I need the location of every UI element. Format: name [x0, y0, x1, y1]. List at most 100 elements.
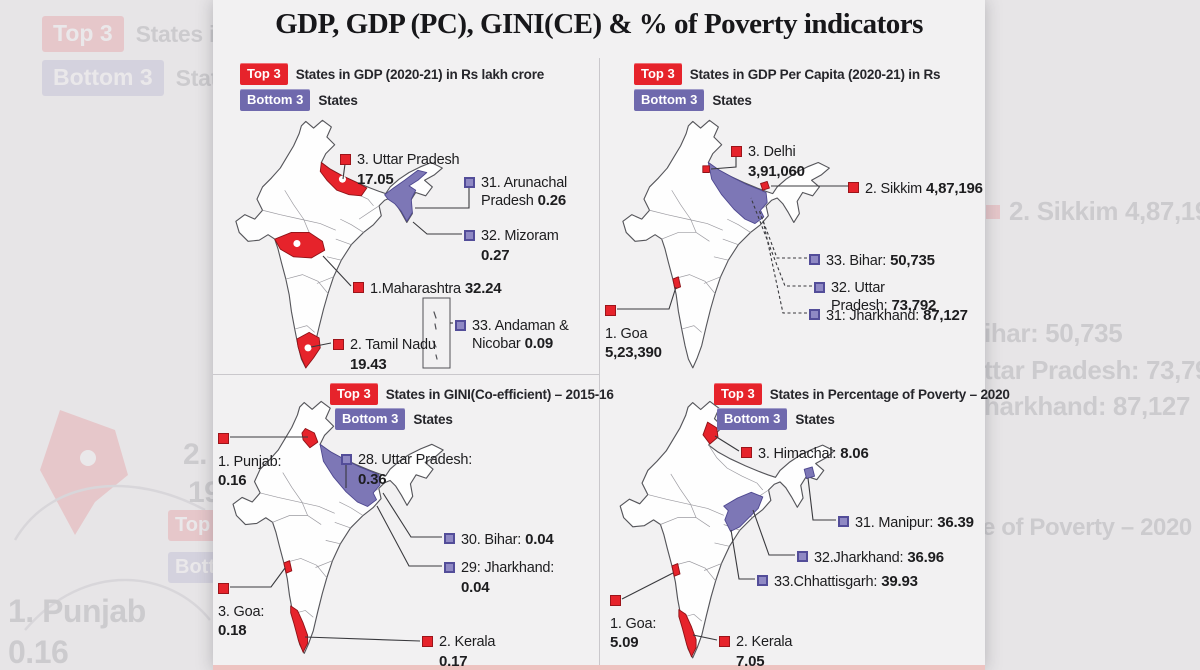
top3-badge: Top 3 — [330, 383, 378, 405]
poverty-map — [619, 400, 836, 659]
callout-name: 2. Kerala — [439, 634, 496, 650]
bottom3-badge: Bottom 3 — [634, 89, 705, 111]
callout-value: 0.27 — [481, 246, 510, 264]
watermark-right-text: e of Poverty – 2020 — [982, 514, 1192, 541]
top3-badge: Top 3 — [634, 63, 682, 85]
map-callout-andaman-nicobar: 33. Andaman & Nicobar 0.09 — [455, 318, 576, 352]
marker-square-purple — [341, 454, 352, 465]
state-highlight-jharkhand-chhattisgarh — [723, 491, 764, 532]
callout-name: 33. Andaman & Nicobar — [472, 318, 569, 352]
marker-square-red — [719, 636, 730, 647]
marker-square-purple — [757, 575, 768, 586]
white-dot — [338, 175, 346, 183]
watermark-right-uttar-pradesh: ttar Pradesh: 73,792 — [984, 355, 1200, 386]
leader-line-jharkhand — [376, 505, 442, 567]
callout-name: 1. Goa — [605, 325, 648, 342]
callout-name: 30. Bihar: — [461, 532, 522, 548]
leader-line-himachal — [714, 435, 740, 452]
andaman-islands — [432, 311, 438, 360]
map-callout-jharkhand: 29: Jharkhand: 0.04 — [444, 560, 554, 596]
leader-line-uttar-pradesh — [750, 197, 812, 287]
bottom3-badge: Bottom 3 — [335, 408, 406, 430]
state-highlight-sikkim — [760, 180, 770, 191]
callout-value: 0.36 — [358, 470, 387, 488]
leader-line-jharkhand — [762, 219, 807, 314]
state-highlight-up-bihar-jharkhand — [707, 162, 768, 225]
callout-value: 8.06 — [840, 445, 869, 462]
callout-value: 73,792 — [891, 296, 937, 314]
watermark-outline — [13, 484, 211, 631]
marker-square-red — [422, 636, 433, 647]
callout-value: 5.09 — [610, 634, 639, 652]
leader-line-goa — [621, 572, 674, 600]
watermark-bottom3-badge: Bottom 3 — [42, 60, 164, 96]
callout-name: 31. Arunachal Pradesh — [481, 175, 568, 209]
legend-gini-top-text: States in GINI(Co-efficient) – 2015-16 — [385, 386, 614, 402]
callout-value: 19.43 — [350, 355, 387, 373]
map-callout-sikkim: 2. Sikkim 4,87,196 — [848, 180, 983, 198]
watermark-right-jharkhand: harkhand: 87,127 — [984, 391, 1190, 422]
gdp-per-capita-map — [617, 119, 848, 369]
leader-line-bihar — [758, 209, 807, 259]
map-callout-himachal: 3. Himachal: 8.06 — [741, 445, 869, 463]
callout-name: 28. Uttar Pradesh: — [358, 452, 473, 468]
marker-square-red — [731, 146, 742, 157]
leader-line-uttar-pradesh — [342, 163, 346, 180]
state-highlight-goa — [672, 276, 682, 290]
infographic-panel: GDP, GDP (PC), GINI(CE) & % of Poverty i… — [213, 0, 1010, 670]
state-highlight-manipur — [803, 466, 816, 479]
map-callout-mizoram: 32. Mizoram 0.27 — [464, 228, 559, 264]
map-callout-goa: 1. Goa: 5.09 — [610, 593, 656, 651]
state-highlight-kerala — [678, 609, 697, 658]
andaman-inset-box — [422, 297, 451, 369]
map-callout-manipur: 31. Manipur: 36.39 — [838, 514, 974, 532]
watermark-map-shapes — [13, 410, 211, 631]
watermark-punjab-value: 0.16 — [8, 634, 69, 670]
watermark-white-dot — [80, 450, 96, 466]
callout-name: 2. Sikkim — [865, 181, 923, 197]
leader-line-goa — [230, 567, 286, 588]
marker-square-purple — [838, 516, 849, 527]
callout-name: 1. Goa: — [610, 615, 657, 632]
quadrant-gdp-per-capita: Top 3 States in GDP Per Capita (2020-21)… — [599, 60, 985, 375]
callout-value: 39.93 — [881, 573, 918, 590]
callout-value: 32.24 — [464, 280, 502, 297]
callout-name: 33. Bihar: — [826, 253, 887, 269]
leader-line-arunachal — [415, 187, 470, 209]
map-callout-maharashtra: 1.Maharashtra 32.24 — [353, 280, 502, 298]
state-highlight-northeast — [384, 169, 428, 222]
marker-square-purple — [797, 551, 808, 562]
legend-gini-top: Top 3 States in GINI(Co-efficient) – 201… — [330, 383, 614, 405]
leader-line-mizoram — [412, 221, 462, 235]
leader-line-delhi — [710, 156, 737, 170]
state-highlight-goa — [671, 563, 681, 577]
marker-square-purple — [444, 533, 455, 544]
leader-line-bihar — [382, 492, 442, 538]
legend-poverty-top: Top 3 States in Percentage of Poverty – … — [714, 383, 1010, 405]
marker-square-purple — [455, 320, 466, 331]
legend-poverty-top-text: States in Percentage of Poverty – 2020 — [769, 386, 1010, 402]
quadrant-gini: Top 3 States in GINI(Co-efficient) – 201… — [213, 378, 614, 670]
legend-gdppc-top-text: States in GDP Per Capita (2020-21) in Rs — [689, 66, 941, 82]
vertical-divider — [599, 58, 600, 670]
callout-value: 0.04 — [461, 578, 490, 596]
callout-name: 31. Manipur: — [855, 515, 934, 531]
watermark-red-state — [40, 410, 128, 535]
watermark-right-sikkim: 2. Sikkim 4,87,196 — [986, 196, 1200, 227]
callout-value: 4,87,196 — [926, 180, 983, 197]
marker-square-red — [605, 305, 616, 316]
leader-line-tamil-nadu — [310, 342, 332, 348]
map-callout-tamil-nadu: 2. Tamil Nadu 19.43 — [333, 337, 436, 373]
page-title: GDP, GDP (PC), GINI(CE) & % of Poverty i… — [275, 8, 923, 40]
marker-square-purple — [809, 309, 820, 320]
bottom-accent-strip — [213, 665, 985, 670]
marker-square-purple — [444, 562, 455, 573]
quadrant-poverty: Top 3 States in Percentage of Poverty – … — [599, 378, 1010, 670]
state-highlight-punjab — [301, 428, 319, 449]
marker-square-red — [353, 282, 364, 293]
legend-gdp-top-text: States in GDP (2020-21) in Rs lakh crore — [295, 66, 545, 82]
leader-line-kerala — [304, 636, 421, 642]
callout-name: 33.Chhattisgarh: — [774, 574, 878, 590]
callout-value: 0.26 — [537, 191, 567, 209]
marker-square-red — [218, 433, 229, 444]
